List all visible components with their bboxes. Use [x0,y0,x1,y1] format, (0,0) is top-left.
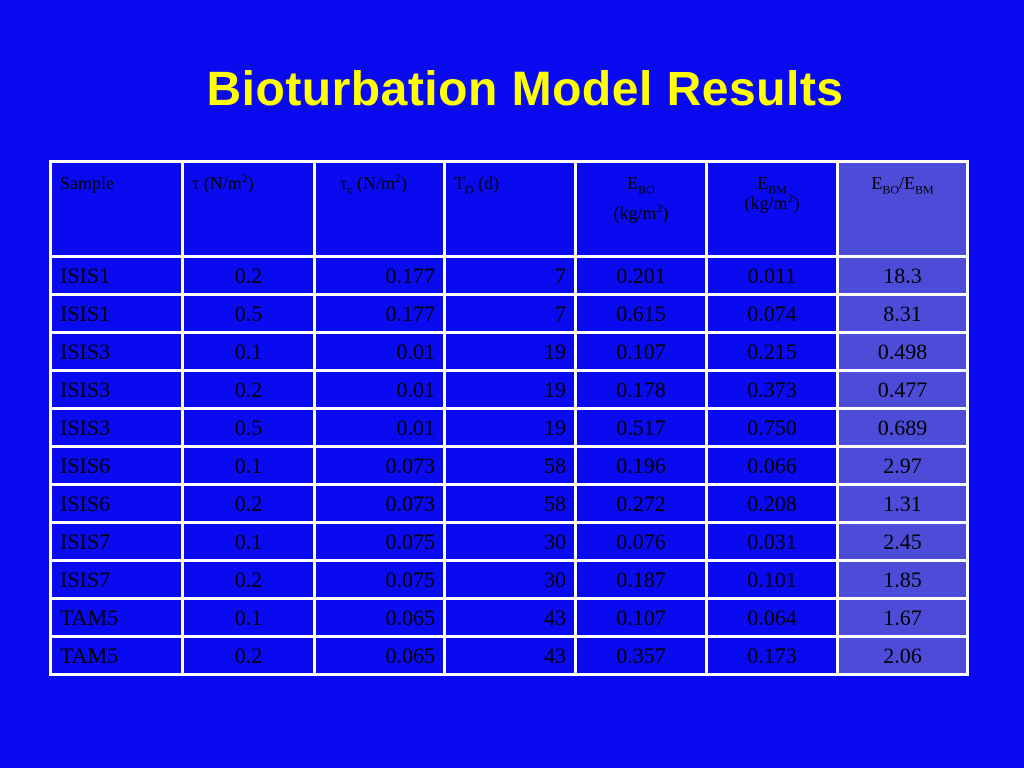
cell-t-d: 30 [443,521,577,562]
cell-tau: 0.5 [181,293,316,334]
cell-e-bo: 0.107 [574,331,708,372]
cell-tau-c: 0.01 [313,407,446,448]
cell-e-bm: 0.066 [705,445,839,486]
cell-tau-c: 0.073 [313,445,446,486]
cell-tau: 0.2 [181,369,316,410]
table-row: ISIS1 0.2 0.177 7 0.201 0.011 18.3 [49,255,969,296]
cell-e-bo: 0.076 [574,521,708,562]
cell-ratio: 1.31 [836,483,969,524]
cell-t-d: 19 [443,331,577,372]
cell-tau-c: 0.065 [313,635,446,676]
cell-tau-c: 0.01 [313,369,446,410]
cell-ratio: 2.06 [836,635,969,676]
cell-t-d: 43 [443,635,577,676]
cell-tau: 0.2 [181,255,316,296]
cell-tau-c: 0.073 [313,483,446,524]
cell-e-bm: 0.074 [705,293,839,334]
table-row: ISIS7 0.2 0.075 30 0.187 0.101 1.85 [49,559,969,600]
header-ratio: EBO/EBM [836,160,969,258]
cell-sample: TAM5 [49,635,184,676]
header-tau: τ (N/m2) [181,160,316,258]
cell-ratio: 0.477 [836,369,969,410]
cell-e-bo: 0.201 [574,255,708,296]
cell-sample: ISIS3 [49,369,184,410]
cell-tau: 0.2 [181,635,316,676]
cell-tau: 0.2 [181,483,316,524]
cell-e-bo: 0.272 [574,483,708,524]
cell-e-bo: 0.196 [574,445,708,486]
cell-ratio: 2.45 [836,521,969,562]
cell-e-bo: 0.107 [574,597,708,638]
cell-e-bm: 0.750 [705,407,839,448]
cell-ratio: 1.67 [836,597,969,638]
table-row: ISIS6 0.2 0.073 58 0.272 0.208 1.31 [49,483,969,524]
table-row: ISIS3 0.5 0.01 19 0.517 0.750 0.689 [49,407,969,448]
cell-t-d: 19 [443,369,577,410]
cell-t-d: 43 [443,597,577,638]
header-sample: Sample [49,160,184,258]
cell-tau-c: 0.065 [313,597,446,638]
cell-e-bo: 0.187 [574,559,708,600]
cell-sample: ISIS7 [49,559,184,600]
header-tau-c: τc (N/m2) [313,160,446,258]
table-row: ISIS6 0.1 0.073 58 0.196 0.066 2.97 [49,445,969,486]
cell-tau-c: 0.075 [313,559,446,600]
table-row: TAM5 0.2 0.065 43 0.357 0.173 2.06 [49,635,969,676]
cell-e-bo: 0.615 [574,293,708,334]
cell-tau: 0.2 [181,559,316,600]
table-row: TAM5 0.1 0.065 43 0.107 0.064 1.67 [49,597,969,638]
cell-tau: 0.1 [181,597,316,638]
cell-sample: ISIS6 [49,483,184,524]
cell-t-d: 7 [443,293,577,334]
cell-sample: ISIS1 [49,293,184,334]
cell-t-d: 30 [443,559,577,600]
cell-sample: ISIS6 [49,445,184,486]
header-e-bo: EBO (kg/m2) [574,160,708,258]
cell-t-d: 19 [443,407,577,448]
table-row: ISIS3 0.1 0.01 19 0.107 0.215 0.498 [49,331,969,372]
results-table: Sample τ (N/m2) τc (N/m2) TD (d) EBO (kg/… [49,160,969,676]
cell-sample: ISIS3 [49,331,184,372]
cell-e-bm: 0.173 [705,635,839,676]
cell-t-d: 58 [443,445,577,486]
cell-e-bm: 0.031 [705,521,839,562]
cell-e-bm: 0.011 [705,255,839,296]
cell-tau-c: 0.01 [313,331,446,372]
table-row: ISIS7 0.1 0.075 30 0.076 0.031 2.45 [49,521,969,562]
header-row: Sample τ (N/m2) τc (N/m2) TD (d) EBO (kg/… [49,160,969,258]
cell-sample: ISIS7 [49,521,184,562]
cell-t-d: 58 [443,483,577,524]
cell-tau-c: 0.177 [313,293,446,334]
slide-title: Bioturbation Model Results [206,63,844,116]
cell-ratio: 0.689 [836,407,969,448]
cell-sample: ISIS3 [49,407,184,448]
cell-t-d: 7 [443,255,577,296]
cell-ratio: 8.31 [836,293,969,334]
cell-e-bm: 0.215 [705,331,839,372]
cell-e-bm: 0.101 [705,559,839,600]
table-row: ISIS3 0.2 0.01 19 0.178 0.373 0.477 [49,369,969,410]
cell-e-bo: 0.178 [574,369,708,410]
cell-tau-c: 0.177 [313,255,446,296]
cell-e-bm: 0.064 [705,597,839,638]
cell-ratio: 0.498 [836,331,969,372]
cell-sample: TAM5 [49,597,184,638]
cell-sample: ISIS1 [49,255,184,296]
cell-ratio: 2.97 [836,445,969,486]
cell-tau: 0.5 [181,407,316,448]
cell-ratio: 18.3 [836,255,969,296]
header-e-bm: EBM (kg/m2) [705,160,839,258]
cell-ratio: 1.85 [836,559,969,600]
table-row: ISIS1 0.5 0.177 7 0.615 0.074 8.31 [49,293,969,334]
cell-e-bm: 0.373 [705,369,839,410]
cell-tau-c: 0.075 [313,521,446,562]
cell-e-bo: 0.517 [574,407,708,448]
cell-e-bm: 0.208 [705,483,839,524]
cell-tau: 0.1 [181,445,316,486]
header-t-d: TD (d) [443,160,577,258]
cell-tau: 0.1 [181,521,316,562]
cell-e-bo: 0.357 [574,635,708,676]
cell-tau: 0.1 [181,331,316,372]
